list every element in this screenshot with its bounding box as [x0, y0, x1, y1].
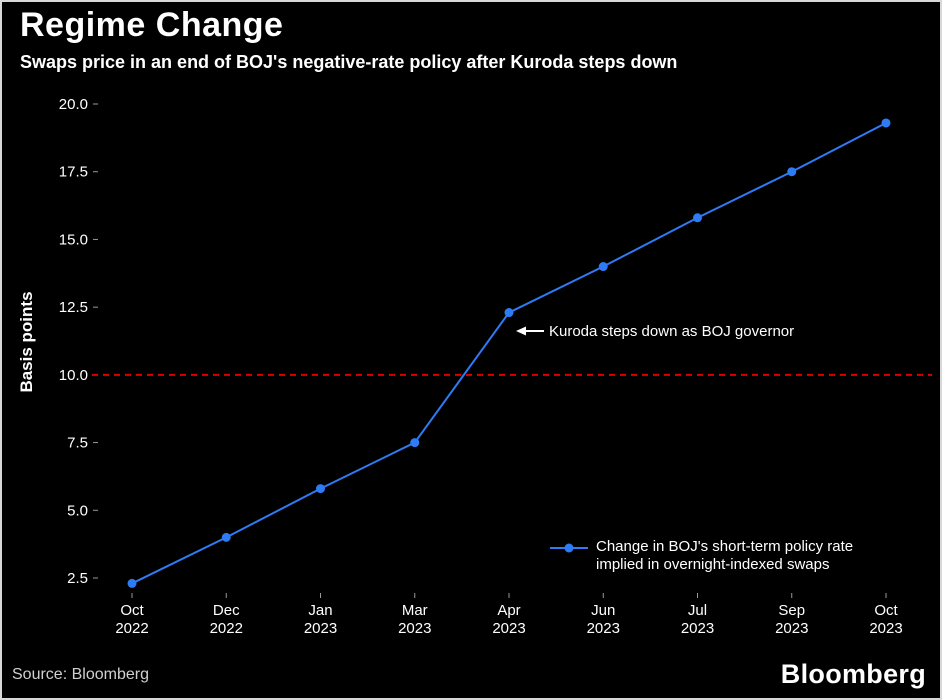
legend-marker-icon — [550, 543, 588, 553]
x-tick-label: Oct 2023 — [869, 602, 902, 637]
y-tick-label: 17.5 — [59, 164, 88, 181]
data-point — [787, 167, 797, 177]
y-tick-label: 7.5 — [67, 435, 88, 452]
x-tick-label: Dec 2022 — [210, 602, 243, 637]
x-tick-label: Jun 2023 — [587, 602, 620, 637]
data-point — [316, 484, 325, 494]
line-chart: Basis points 2.5 5.0 7.5 10.0 12.5 15.0 17.5 20… — [17, 96, 932, 637]
series-line — [131, 122, 887, 585]
data-point — [598, 262, 608, 272]
y-tick-label: 5.0 — [67, 502, 88, 519]
x-tick-label: Jan 2023 — [304, 602, 337, 637]
y-tick-label: 2.5 — [67, 570, 88, 587]
y-tick-label: 15.0 — [59, 231, 88, 248]
data-point — [504, 308, 514, 318]
x-tick-label: Apr 2023 — [492, 602, 525, 637]
data-point — [881, 118, 891, 128]
x-tick-label: Mar 2023 — [398, 602, 431, 637]
y-tick-label: 20.0 — [59, 96, 88, 113]
annotation-text: Kuroda steps down as BOJ governor — [549, 322, 795, 340]
legend-line-2: implied in overnight-indexed swaps — [596, 556, 830, 573]
y-tick-label: 12.5 — [59, 299, 88, 316]
legend-line-1: Change in BOJ's short-term policy rate — [596, 538, 854, 555]
y-axis-label: Basis points — [17, 291, 36, 392]
x-tick-label: Jul 2023 — [681, 602, 714, 637]
x-tick-label: Sep 2023 — [775, 602, 808, 637]
legend-text: Change in BOJ's short-term policy rate i… — [596, 538, 853, 574]
bloomberg-logo: Bloomberg — [780, 659, 926, 689]
footer: Source: Bloomberg Bloomberg — [12, 659, 926, 690]
legend: Change in BOJ's short-term policy rate i… — [550, 538, 853, 574]
data-point — [127, 578, 137, 588]
chart-subtitle: Swaps price in an end of BOJ's negative-… — [20, 52, 678, 72]
source-text: Source: Bloomberg — [12, 665, 149, 683]
left-arrow-icon — [516, 326, 544, 336]
data-point — [410, 438, 420, 448]
data-point — [693, 213, 702, 223]
annotation: Kuroda steps down as BOJ governor — [516, 323, 794, 340]
y-tick-label: 10.0 — [59, 367, 88, 384]
chart-title: Regime Change — [20, 6, 284, 44]
x-tick-label: Oct 2022 — [115, 602, 148, 637]
data-point — [221, 532, 231, 542]
